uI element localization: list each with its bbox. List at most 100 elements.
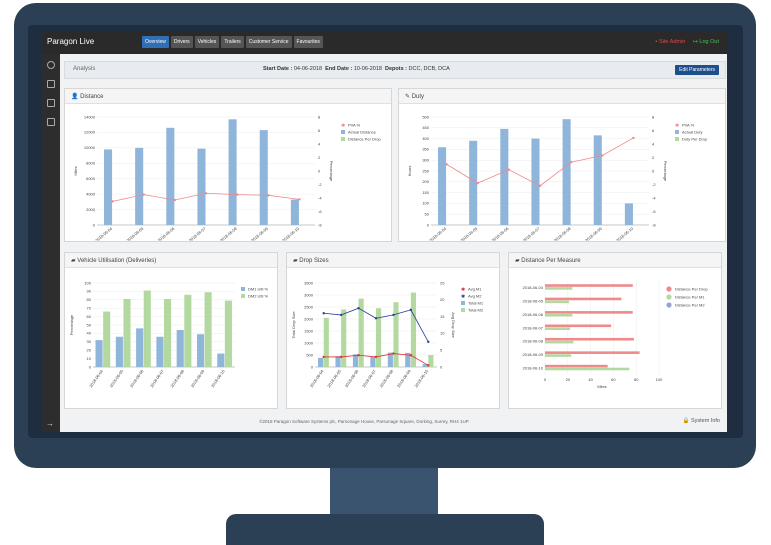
y-tick-label: 100 (84, 280, 91, 285)
end-date-label: End Date : (325, 66, 353, 72)
x-tick-label: 2018-06-08 (553, 225, 572, 241)
bar-distance-per-drop (545, 297, 622, 301)
y-tick-label: 50 (87, 322, 92, 327)
x-tick-label: 2018-06-10 (210, 368, 226, 388)
y2-tick-label: -8 (318, 222, 322, 227)
tab-favourites[interactable]: Favourites (293, 36, 323, 48)
site-admin-link[interactable]: ▪ Site Admin (656, 39, 686, 45)
y-tick-label: 500 (422, 114, 429, 119)
bar-total-m2 (410, 292, 417, 367)
y2-tick-label: 5 (440, 348, 443, 353)
line-point (298, 198, 301, 201)
legend-label: Distance Per Drop (675, 287, 708, 292)
tab-vehicles[interactable]: Vehicles (194, 36, 220, 48)
line-point (632, 136, 635, 140)
start-date-label: Start Date : (263, 66, 293, 72)
x-tick-label: 2018-06-05 (125, 225, 144, 241)
x-tick-label: 60 (611, 377, 616, 382)
y2-tick-label: -6 (318, 209, 322, 214)
utilisation-panel-title: Vehicle Utilisation (Deliveries) (77, 258, 157, 264)
y-tick-label: 2018-06-05 (523, 298, 544, 303)
y-tick-label: 500 (306, 352, 313, 357)
x-tick-label: 2018-06-06 (129, 368, 145, 388)
legend-label: Actual Duty (682, 130, 702, 135)
bar-distance-per-drop (545, 337, 634, 341)
x-tick-label: 0 (544, 377, 547, 382)
measure-panel-title: Distance Per Measure (521, 258, 581, 264)
footer: ©2018 Paragon Software Systems plc, Pars… (64, 416, 724, 428)
legend-swatch (675, 137, 679, 141)
x-tick-label: 2018-06-04 (94, 225, 113, 241)
gauge-icon[interactable] (47, 80, 55, 88)
x-tick-label: 2018-06-07 (361, 368, 377, 388)
drops-panel: ▰ Drop Sizes 0 500 1000 1500 2000 2500 3000 350… (286, 252, 500, 409)
logout-icon: ↦ (693, 39, 700, 45)
y2-tick-label: 4 (318, 141, 321, 146)
legend-swatch (461, 308, 465, 312)
bar-actual-duty (531, 138, 540, 225)
line-point (235, 193, 239, 196)
drops-chart: 0 500 1000 1500 2000 2500 3000 3500 Total Drop S… (291, 280, 484, 388)
tab-overview[interactable]: Overview (142, 36, 169, 48)
y2-tick-label: -4 (652, 195, 656, 200)
x-tick-label: 2018-06-05 (326, 368, 342, 388)
user-actions: ▪ Site Admin ↦ Log Out (656, 39, 720, 45)
y-tick-label: 3500 (304, 280, 314, 285)
line-point (357, 354, 360, 357)
y2-tick-label: -2 (652, 182, 656, 187)
expand-arrow-icon[interactable]: → (46, 419, 54, 428)
analysis-parameters: Start Date : 04-06-2018 End Date : 10-06… (263, 66, 450, 72)
y-tick-label: 400 (422, 136, 429, 141)
y-tick-label: 2018-06-04 (523, 285, 544, 290)
bar-dm1-util- (115, 336, 123, 367)
tab-drivers[interactable]: Drivers (170, 36, 193, 48)
line-point (204, 192, 208, 195)
y-tick-label: 3000 (304, 292, 314, 297)
y-tick-label: 2018-06-09 (523, 352, 544, 357)
x-tick-label: 2018-06-04 (309, 368, 325, 388)
line-point (339, 313, 343, 317)
x-tick-label: 2018-06-06 (491, 225, 510, 241)
y-tick-label: 4000 (86, 191, 96, 196)
x-tick-label: 2018-06-10 (281, 225, 300, 241)
bar-actual-distance (104, 149, 113, 225)
x-tick-label: 80 (634, 377, 639, 382)
y2-tick-label: 25 (440, 280, 445, 285)
truck-icon: ▰ (293, 258, 300, 264)
bar-distance-per-drop (545, 351, 640, 354)
edit-parameters-button[interactable]: Edit Parameters (675, 65, 719, 75)
bar-distance-per-drop (545, 311, 633, 314)
calendar-icon[interactable] (47, 99, 55, 107)
logout-link[interactable]: ↦ Log Out (693, 39, 719, 45)
legend-label: PVA % (682, 123, 695, 128)
bar-total-m2 (376, 308, 382, 367)
y-tick-label: 30 (87, 339, 92, 344)
system-info-link[interactable]: 🔒 System Info (683, 418, 720, 424)
tab-customer-service[interactable]: Customer Service (245, 36, 292, 48)
x-tick-label: 2018-06-10 (413, 368, 429, 388)
legend-swatch (241, 287, 245, 291)
brand-title[interactable]: Paragon Live (47, 37, 95, 46)
tab-trailers[interactable]: Trailers (221, 36, 244, 48)
bar-actual-distance (135, 147, 144, 225)
bar-total-m1 (318, 357, 324, 367)
legend-label: Avg M2 (468, 294, 482, 299)
x-tick-label: 2018-06-06 (344, 368, 360, 388)
dashboard-icon[interactable] (47, 61, 55, 69)
y-tick-label: 8000 (86, 161, 96, 166)
x-tick-label: 2018-06-07 (188, 225, 207, 241)
bar-actual-duty (624, 203, 633, 225)
line-point (409, 354, 413, 357)
wrench-icon: ✎ (405, 94, 412, 100)
x-tick-label: 40 (588, 377, 593, 382)
bar-total-m1 (405, 352, 411, 367)
legend-label: PVA % (348, 123, 361, 128)
y-tick-label: 12000 (84, 130, 96, 135)
chart-icon[interactable] (47, 118, 55, 126)
lock-icon: 🔒 (682, 418, 691, 424)
end-date-value: 10-06-2018 (353, 66, 382, 72)
y-tick-label: 0 (93, 222, 96, 227)
measure-panel-header: ▰ Distance Per Measure (509, 253, 721, 268)
y-tick-label: 50 (425, 212, 430, 217)
bar-dm1-util- (95, 340, 103, 367)
